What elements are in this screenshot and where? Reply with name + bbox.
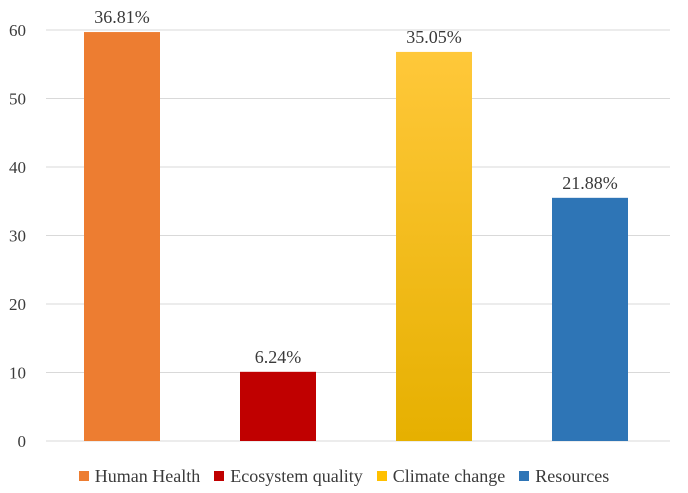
y-tick-label: 40 bbox=[9, 158, 26, 177]
data-label: 21.88% bbox=[562, 173, 618, 193]
data-label: 6.24% bbox=[255, 347, 302, 367]
y-tick-label: 30 bbox=[9, 227, 26, 246]
bar-climate-change bbox=[396, 51, 472, 442]
legend-label: Human Health bbox=[94, 465, 201, 486]
legend-item: Climate change bbox=[376, 465, 506, 487]
data-label: 35.05% bbox=[406, 27, 462, 47]
legend-item: Ecosystem quality bbox=[214, 465, 363, 487]
legend-item: Human Health bbox=[78, 465, 201, 487]
bar-resources bbox=[552, 197, 628, 441]
legend-swatch bbox=[214, 471, 225, 481]
bars bbox=[84, 32, 628, 442]
y-tick-label: 10 bbox=[9, 364, 26, 383]
legend-label: Ecosystem quality bbox=[230, 465, 363, 486]
legend: Human Health Ecosystem quality Climate cha… bbox=[0, 463, 688, 489]
legend-label: Climate change bbox=[392, 465, 506, 486]
legend-swatch bbox=[376, 471, 387, 481]
y-tick-label: 20 bbox=[9, 295, 26, 314]
y-tick-label: 60 bbox=[9, 21, 26, 40]
y-tick-label: 50 bbox=[9, 90, 26, 109]
bar-human-health bbox=[84, 32, 160, 442]
y-axis-tick-labels: 0 10 20 30 40 50 60 bbox=[9, 21, 26, 451]
legend-swatch bbox=[519, 471, 530, 481]
y-tick-label: 0 bbox=[18, 432, 27, 451]
bar-ecosystem-quality bbox=[240, 371, 316, 441]
data-labels: 36.81% 6.24% 35.05% 21.88% bbox=[94, 7, 618, 367]
data-label: 36.81% bbox=[94, 7, 150, 27]
legend-item: Resources bbox=[519, 466, 609, 487]
legend-swatch bbox=[78, 471, 89, 481]
legend-label: Resources bbox=[535, 465, 610, 486]
